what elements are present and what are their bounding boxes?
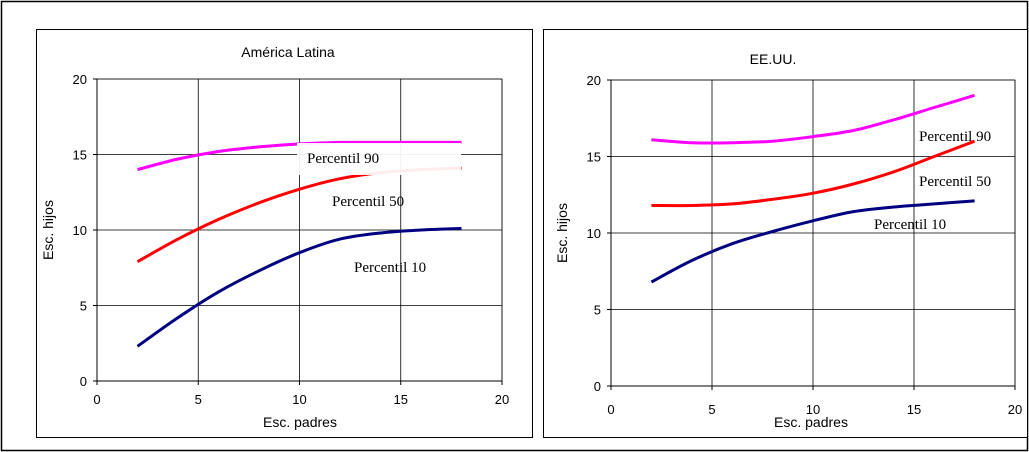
- series-label-percentil-10: Percentil 10: [354, 260, 426, 276]
- y-tick-label: 20: [73, 72, 87, 87]
- label-background: [297, 143, 461, 175]
- chart-panel-2: 0 5 10 15 20 0 5 10 15 20 EE.UU. Esc. padres Esc. hi…: [543, 29, 1028, 438]
- y-tick-label: 10: [73, 223, 87, 238]
- series-line-percentil-10: [136, 227, 462, 348]
- chart-title: EE.UU.: [750, 51, 797, 67]
- x-tick-label: 15: [907, 402, 921, 417]
- y-tick-label: 5: [80, 299, 87, 314]
- series-label-percentil-10: Percentil 10: [874, 217, 946, 233]
- x-tick-label: 20: [495, 392, 509, 407]
- series-label-percentil-50: Percentil 50: [332, 194, 404, 210]
- x-tick-label: 5: [195, 392, 202, 407]
- x-tick-label: 10: [292, 392, 306, 407]
- y-axis-label: Esc. hijos: [40, 200, 56, 260]
- y-tick-label: 15: [587, 150, 601, 165]
- x-tick-label: 15: [394, 392, 408, 407]
- y-axis-label: Esc. hijos: [554, 203, 570, 263]
- x-axis-label: Esc. padres: [263, 414, 337, 430]
- y-tick-label: 20: [587, 73, 601, 88]
- chart-title: América Latina: [241, 44, 335, 60]
- y-tick-label: 5: [594, 303, 601, 318]
- y-tick-label: 15: [73, 148, 87, 163]
- series-label-percentil-90: Percentil 90: [919, 129, 991, 145]
- x-axis-label: Esc. padres: [774, 414, 848, 430]
- series-line-percentil-10: [650, 199, 975, 284]
- series-line-percentil-90: [651, 93, 976, 145]
- series-label-percentil-50: Percentil 50: [919, 174, 991, 190]
- series-line-percentil-50: [651, 139, 976, 208]
- x-tick-label: 0: [93, 392, 100, 407]
- x-tick-label: 5: [708, 402, 715, 417]
- y-tick-label: 0: [80, 374, 87, 389]
- series-label-percentil-90: Percentil 90: [307, 151, 379, 167]
- x-tick-label: 0: [607, 402, 614, 417]
- chart-panel-1: 0 5 10 15 20 0 5 10 15 20 América Latina Esc. padre…: [36, 29, 533, 438]
- y-tick-label: 0: [594, 379, 601, 394]
- x-tick-label: 20: [1008, 402, 1022, 417]
- x-tick-label: 10: [806, 402, 820, 417]
- y-tick-label: 10: [587, 226, 601, 241]
